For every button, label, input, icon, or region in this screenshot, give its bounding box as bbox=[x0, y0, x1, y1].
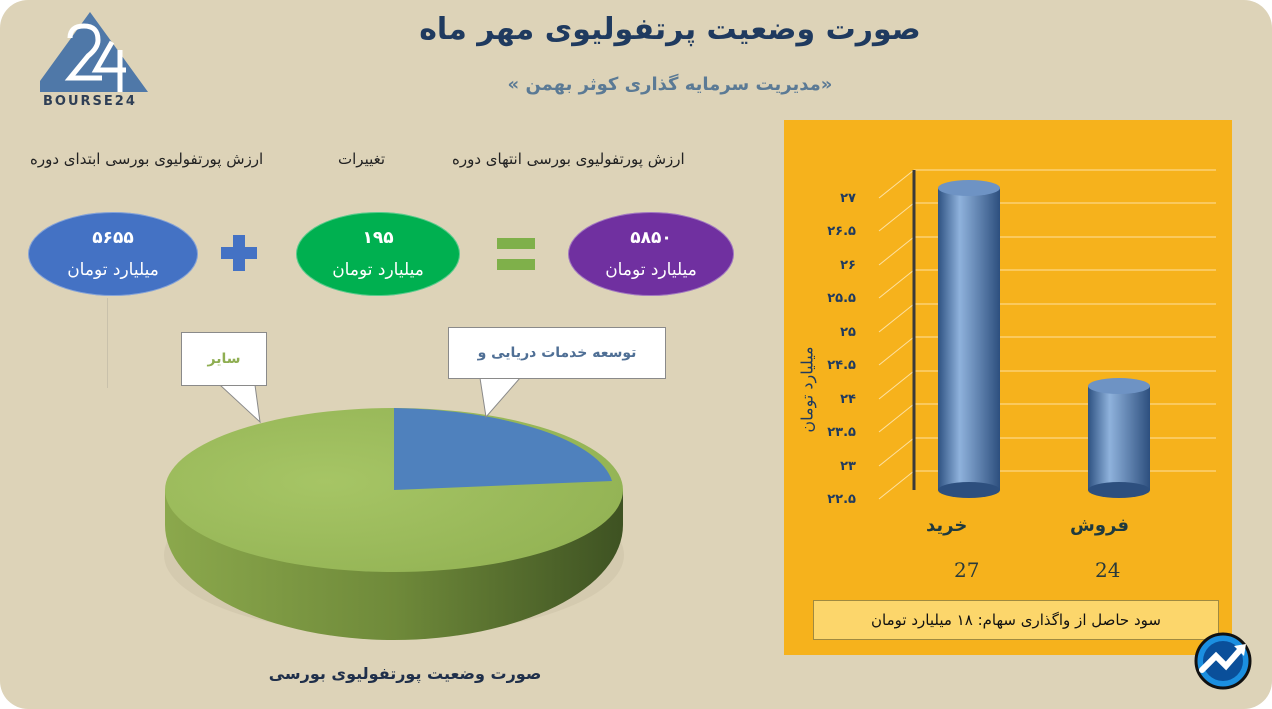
end-value-oval: ۵۸۵۰ میلیارد تومان bbox=[568, 212, 734, 296]
callout-other: سایر bbox=[181, 332, 267, 386]
change-label: تغییرات bbox=[338, 150, 386, 168]
category-buy: خرید bbox=[926, 515, 968, 536]
svg-text:۲۳.۵: ۲۳.۵ bbox=[827, 425, 856, 440]
pie-slice-marine bbox=[394, 408, 612, 490]
plus-icon bbox=[221, 235, 257, 271]
y-axis-ticks: ۲۷ ۲۶.۵ ۲۶ ۲۵.۵ ۲۵ ۲۴.۵ ۲۴ ۲۳.۵ ۲۳ ۲۲.۵ bbox=[827, 191, 856, 507]
gridlines bbox=[878, 169, 1216, 500]
y-axis-title: میلیارد تومان bbox=[797, 346, 817, 433]
logo-text: BOURSE24 bbox=[43, 94, 137, 109]
change-value-oval: ۱۹۵ میلیارد تومان bbox=[296, 212, 460, 296]
svg-text:۲۴: ۲۴ bbox=[840, 392, 856, 407]
page-subtitle: «مدیریت سرمایه گذاری کوثر بهمن » bbox=[507, 74, 833, 95]
svg-text:۲۶.۵: ۲۶.۵ bbox=[827, 224, 856, 239]
start-value-label: ارزش پورتفولیوی بورسی ابتدای دوره bbox=[30, 150, 264, 168]
svg-text:۲۲.۵: ۲۲.۵ bbox=[827, 492, 856, 507]
bar-sell bbox=[1088, 378, 1150, 498]
bar-buy bbox=[938, 180, 1000, 498]
page-title: صورت وضعیت پرتفولیوی مهر ماه bbox=[419, 12, 921, 47]
end-value-label: ارزش پورتفولیوی بورسی انتهای دوره bbox=[452, 150, 685, 168]
value-sell: 24 bbox=[1095, 558, 1121, 582]
start-value: ۵۶۵۵ bbox=[92, 228, 134, 248]
end-value: ۵۸۵۰ bbox=[630, 228, 672, 248]
trend-badge-icon bbox=[1194, 632, 1252, 690]
category-sell: فروش bbox=[1070, 515, 1130, 536]
svg-text:۲۵: ۲۵ bbox=[840, 325, 856, 340]
bar-chart: ۲۷ ۲۶.۵ ۲۶ ۲۵.۵ ۲۵ ۲۴.۵ ۲۴ ۲۳.۵ ۲۳ ۲۲.۵ bbox=[827, 169, 1216, 507]
start-value-oval: ۵۶۵۵ میلیارد تومان bbox=[28, 212, 198, 296]
pie-chart-title: صورت وضعیت پورتفولیوی بورسی bbox=[268, 664, 542, 683]
bar-chart-panel bbox=[784, 120, 1232, 655]
profit-note: سود حاصل از واگذاری سهام: ۱۸ میلیارد توم… bbox=[813, 600, 1219, 640]
bourse24-logo-icon bbox=[40, 12, 148, 92]
equals-icon bbox=[497, 238, 535, 270]
change-unit: میلیارد تومان bbox=[332, 260, 424, 280]
svg-text:۲۵.۵: ۲۵.۵ bbox=[827, 291, 856, 306]
start-unit: میلیارد تومان bbox=[67, 260, 159, 280]
svg-text:۲۴.۵: ۲۴.۵ bbox=[827, 358, 856, 373]
change-value: ۱۹۵ bbox=[362, 228, 394, 248]
svg-text:۲۶: ۲۶ bbox=[840, 258, 856, 273]
divider-line bbox=[107, 298, 108, 388]
callout-pointers bbox=[218, 377, 522, 424]
callout-marine: توسعه خدمات دریایی و bbox=[448, 327, 666, 379]
value-buy: 27 bbox=[954, 558, 980, 582]
svg-text:۲۷: ۲۷ bbox=[840, 191, 856, 206]
pie-chart bbox=[164, 408, 624, 640]
end-unit: میلیارد تومان bbox=[605, 260, 697, 280]
svg-text:۲۳: ۲۳ bbox=[840, 459, 856, 474]
